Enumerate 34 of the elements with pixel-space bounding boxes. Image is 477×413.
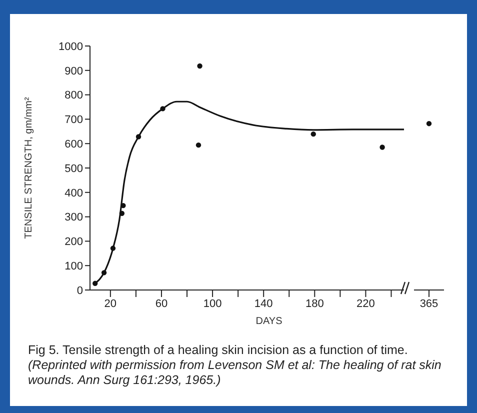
y-tick-label: 700 [64, 114, 83, 126]
point [310, 131, 316, 137]
x-tick-label: 100 [203, 298, 222, 310]
x-axis-title: DAYS [254, 316, 284, 327]
y-tick-label: 400 [64, 187, 83, 200]
x-tick-label: 140 [254, 298, 273, 310]
point [197, 63, 202, 69]
text: (Reprinted with permission from Levenson SM et al: The healing of rat skin wounds. Ann Surg 161:293, 1965.) [28, 358, 442, 387]
point [110, 246, 116, 251]
y-tick-label: 100 [64, 260, 83, 273]
point [136, 134, 142, 140]
x-tick-label: 220 [356, 298, 375, 310]
x-tick-label: 60 [155, 298, 168, 310]
line-series [94, 100, 404, 284]
y-tick-label: 600 [64, 138, 83, 151]
y-tick-label: 500 [64, 162, 83, 175]
point [120, 202, 126, 208]
y-tick-label: 1000 [58, 40, 83, 53]
x-tick-label: 180 [305, 298, 324, 310]
y-tick-label: 800 [64, 90, 83, 102]
point [92, 280, 98, 286]
point [380, 144, 385, 150]
y-tick-label: 300 [64, 212, 83, 224]
point [196, 142, 202, 148]
point [101, 270, 107, 276]
x-tick-label: 365 [420, 298, 438, 310]
y-tick-label: 900 [64, 65, 83, 78]
caption: Fig 5. Tensile strength of a healing skin incision as a function of time. [28, 343, 408, 357]
y-tick-label: 200 [64, 236, 83, 248]
point [119, 210, 125, 216]
y-tick-label: 0 [76, 284, 83, 297]
y-axis-title: TENSILE STRENGTH, gm/mm² [24, 96, 35, 239]
x-tick-label: 20 [104, 298, 117, 310]
point [160, 106, 166, 112]
